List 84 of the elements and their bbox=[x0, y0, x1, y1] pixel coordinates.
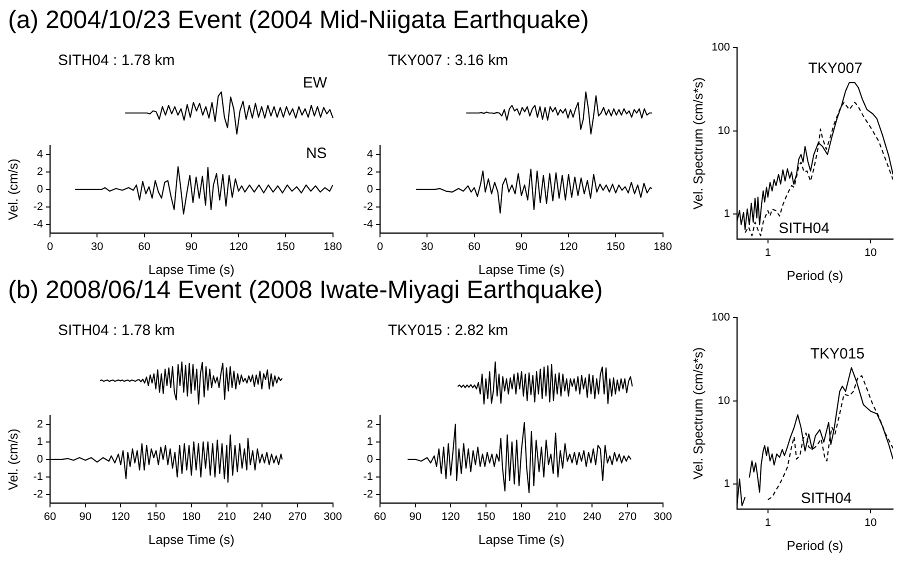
x-tick-label: 30 bbox=[421, 240, 434, 253]
series-label: TKY007 bbox=[808, 60, 862, 78]
x-axis-title: Lapse Time (s) bbox=[148, 262, 234, 277]
chart-title: (b) 2008/06/14 Event (2008 Iwate-Miyagi Earthquake) bbox=[8, 276, 603, 305]
x-tick-label: 60 bbox=[44, 510, 56, 523]
chart-subtitle: TKY007 : 3.16 km bbox=[387, 52, 510, 71]
x-tick-label: 270 bbox=[618, 510, 637, 523]
y-tick-label: -2 bbox=[33, 200, 43, 213]
y-tick-label: 1 bbox=[724, 208, 730, 220]
x-tick-label: 60 bbox=[468, 240, 480, 253]
x-tick-label: 150 bbox=[276, 240, 295, 253]
x-axis-title: Lapse Time (s) bbox=[148, 532, 234, 547]
x-tick-label: 120 bbox=[229, 240, 248, 253]
x-tick-label: 1 bbox=[764, 516, 771, 529]
x-axis-title: Lapse Time (s) bbox=[478, 532, 564, 547]
x-tick-label: 1 bbox=[764, 246, 771, 259]
y-tick-label: 1 bbox=[36, 436, 43, 448]
x-tick-label: 180 bbox=[654, 240, 672, 253]
chart-subtitle: SITH04 : 1.78 km bbox=[57, 52, 176, 71]
x-tick-label: 300 bbox=[324, 510, 342, 523]
y-tick-label: 2 bbox=[366, 418, 373, 430]
x-tick-label: 60 bbox=[138, 240, 150, 253]
x-tick-label: 90 bbox=[79, 510, 92, 523]
y-axis-title: Vel. Spectrum (cm/s*s) bbox=[690, 347, 706, 480]
x-tick-label: 300 bbox=[654, 510, 672, 523]
y-tick-label: 0 bbox=[36, 453, 43, 466]
x-tick-label: 10 bbox=[864, 516, 877, 529]
y-tick-label: -1 bbox=[363, 470, 373, 483]
x-tick-label: 90 bbox=[409, 510, 422, 523]
x-tick-label: 60 bbox=[374, 510, 386, 523]
y-axis-title: Vel. Spectrum (cm/s*s) bbox=[690, 77, 706, 210]
y-tick-label: 4 bbox=[36, 148, 43, 160]
chart-title: (a) 2004/10/23 Event (2004 Mid-Niigata Earthquake) bbox=[8, 6, 589, 35]
x-tick-label: 210 bbox=[218, 510, 236, 523]
y-tick-label: 0 bbox=[366, 183, 373, 196]
chart-subtitle: TKY015 : 2.82 km bbox=[387, 322, 510, 341]
x-axis-title: Lapse Time (s) bbox=[478, 262, 564, 277]
x-tick-label: 0 bbox=[376, 240, 384, 253]
y-tick-label: 1 bbox=[724, 478, 730, 490]
series-label: TKY015 bbox=[810, 345, 865, 362]
x-tick-label: 240 bbox=[582, 510, 602, 523]
y-tick-label: 2 bbox=[36, 418, 43, 430]
x-tick-label: 270 bbox=[288, 510, 307, 523]
x-tick-label: 150 bbox=[606, 240, 625, 253]
y-tick-label: 10 bbox=[718, 124, 730, 137]
y-tick-label: -1 bbox=[33, 470, 43, 483]
x-tick-label: 90 bbox=[515, 240, 528, 253]
x-tick-label: 30 bbox=[91, 240, 104, 253]
x-tick-label: 240 bbox=[252, 510, 272, 523]
series-label: NS bbox=[306, 145, 327, 162]
x-tick-label: 150 bbox=[476, 510, 496, 523]
y-tick-label: -4 bbox=[33, 218, 43, 230]
y-axis-title: Vel. (cm/s) bbox=[5, 158, 20, 220]
y-tick-label: 10 bbox=[718, 394, 730, 407]
y-tick-label: 0 bbox=[366, 453, 373, 466]
chart-subtitle: SITH04 : 1.78 km bbox=[57, 322, 176, 341]
y-tick-label: 2 bbox=[36, 166, 43, 178]
y-tick-label: -4 bbox=[363, 218, 373, 230]
x-axis-title: Period (s) bbox=[786, 538, 844, 553]
x-tick-label: 10 bbox=[864, 246, 877, 259]
y-tick-label: 1 bbox=[366, 436, 373, 448]
y-tick-label: 0 bbox=[36, 183, 43, 196]
y-tick-label: 4 bbox=[366, 148, 373, 160]
y-tick-label: 100 bbox=[712, 312, 730, 324]
y-tick-label: -2 bbox=[363, 488, 373, 500]
y-tick-label: -2 bbox=[363, 200, 373, 213]
y-tick-label: 2 bbox=[366, 166, 373, 178]
x-tick-label: 120 bbox=[442, 510, 460, 523]
x-tick-label: 210 bbox=[548, 510, 566, 523]
series-label: SITH04 bbox=[778, 220, 830, 237]
series-label: EW bbox=[302, 74, 328, 92]
x-tick-label: 0 bbox=[46, 240, 54, 253]
series-label: SITH04 bbox=[800, 490, 852, 507]
x-tick-label: 180 bbox=[182, 510, 201, 523]
x-tick-label: 90 bbox=[185, 240, 198, 253]
x-tick-label: 180 bbox=[324, 240, 342, 253]
y-tick-label: -2 bbox=[33, 488, 43, 500]
x-tick-label: 120 bbox=[559, 240, 578, 253]
x-axis-title: Period (s) bbox=[786, 268, 844, 283]
x-tick-label: 180 bbox=[512, 510, 531, 523]
x-tick-label: 150 bbox=[146, 510, 166, 523]
y-tick-label: 100 bbox=[712, 42, 730, 54]
x-tick-label: 120 bbox=[112, 510, 130, 523]
y-axis-title: Vel. (cm/s) bbox=[5, 428, 20, 490]
